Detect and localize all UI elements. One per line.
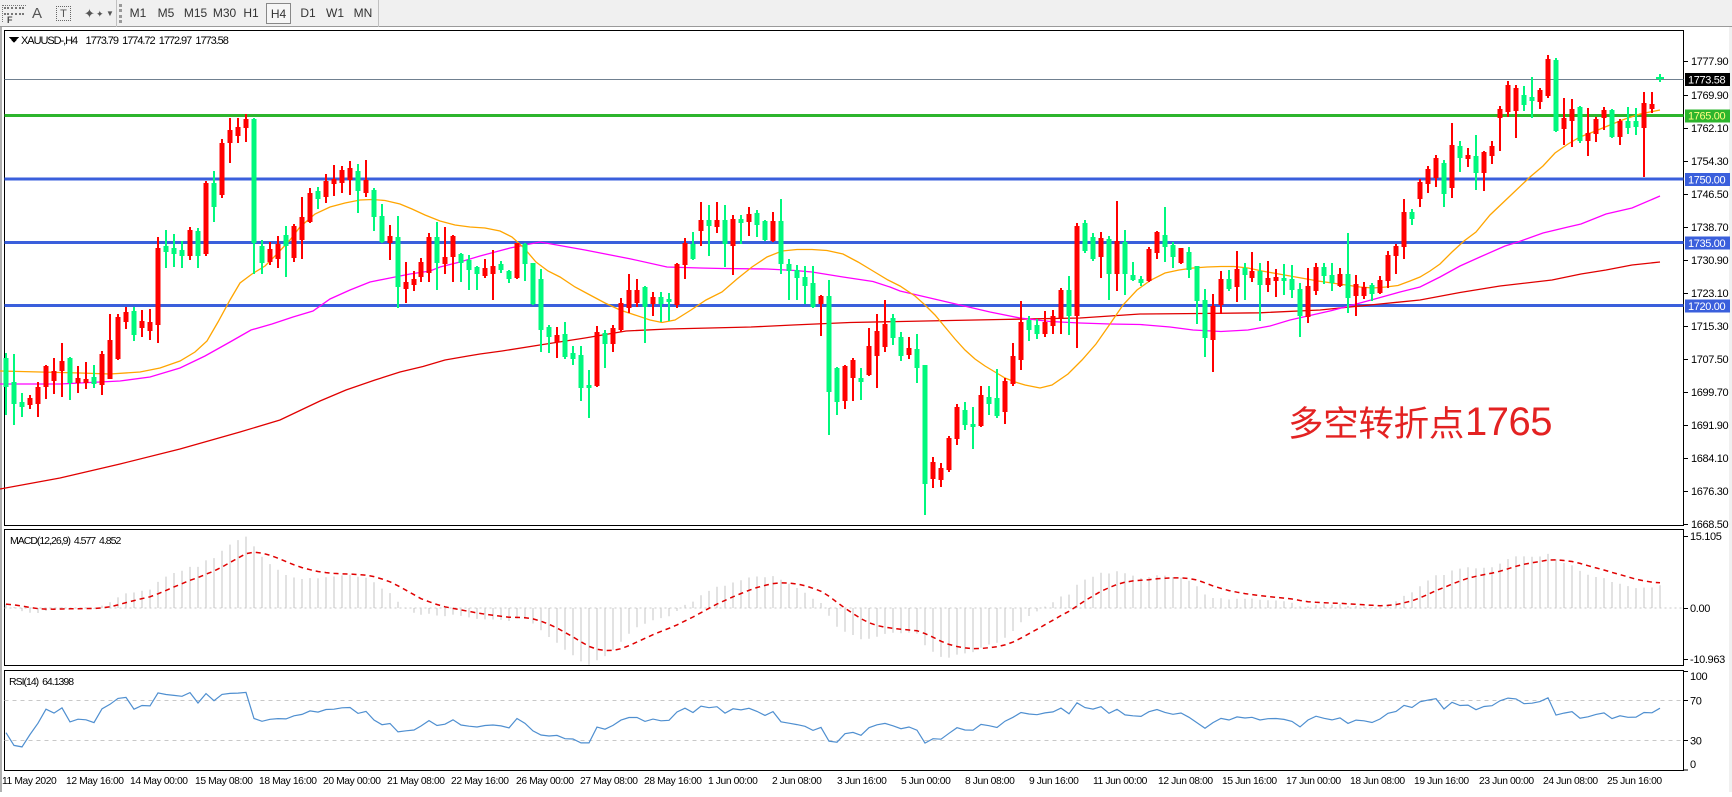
- svg-text:0: 0: [1690, 759, 1696, 771]
- svg-text:27 May 08:00: 27 May 08:00: [580, 776, 638, 787]
- svg-text:9 Jun 16:00: 9 Jun 16:00: [1029, 776, 1079, 787]
- svg-text:21 May 08:00: 21 May 08:00: [387, 776, 445, 787]
- svg-text:14 May 00:00: 14 May 00:00: [130, 776, 188, 787]
- svg-text:11 Jun 00:00: 11 Jun 00:00: [1093, 776, 1148, 787]
- svg-text:1723.10: 1723.10: [1691, 288, 1729, 300]
- svg-text:12 May 16:00: 12 May 16:00: [66, 776, 124, 787]
- svg-text:19 Jun 16:00: 19 Jun 16:00: [1414, 776, 1469, 787]
- svg-text:12 Jun 08:00: 12 Jun 08:00: [1158, 776, 1213, 787]
- svg-text:1738.70: 1738.70: [1691, 222, 1729, 234]
- svg-text:15 May 08:00: 15 May 08:00: [195, 776, 253, 787]
- svg-text:1765: 1765: [1465, 400, 1552, 444]
- svg-text:1735.00: 1735.00: [1688, 238, 1726, 250]
- svg-text:1 Jun 00:00: 1 Jun 00:00: [708, 776, 758, 787]
- svg-text:1746.50: 1746.50: [1691, 189, 1729, 201]
- svg-text:1668.50: 1668.50: [1691, 519, 1729, 531]
- svg-text:20 May 00:00: 20 May 00:00: [323, 776, 381, 787]
- svg-text:15.105: 15.105: [1690, 531, 1722, 543]
- svg-text:2 Jun 08:00: 2 Jun 08:00: [772, 776, 822, 787]
- svg-text:1777.90: 1777.90: [1691, 56, 1729, 68]
- svg-text:28 May 16:00: 28 May 16:00: [644, 776, 702, 787]
- svg-text:23 Jun 00:00: 23 Jun 00:00: [1479, 776, 1534, 787]
- svg-text:1720.00: 1720.00: [1688, 301, 1726, 313]
- svg-text:25 Jun 16:00: 25 Jun 16:00: [1607, 776, 1662, 787]
- svg-text:1730.90: 1730.90: [1691, 255, 1729, 267]
- svg-text:1684.10: 1684.10: [1691, 453, 1729, 465]
- svg-text:24 Jun 08:00: 24 Jun 08:00: [1543, 776, 1598, 787]
- svg-text:1769.90: 1769.90: [1691, 90, 1729, 102]
- svg-text:1676.30: 1676.30: [1691, 486, 1729, 498]
- svg-text:70: 70: [1690, 696, 1702, 708]
- svg-text:1765.00: 1765.00: [1688, 111, 1726, 123]
- svg-text:1750.00: 1750.00: [1688, 174, 1726, 186]
- svg-text:5 Jun 00:00: 5 Jun 00:00: [901, 776, 951, 787]
- svg-text:18 May 16:00: 18 May 16:00: [259, 776, 317, 787]
- svg-text:1691.90: 1691.90: [1691, 420, 1729, 432]
- svg-text:18 Jun 08:00: 18 Jun 08:00: [1350, 776, 1405, 787]
- svg-text:1707.50: 1707.50: [1691, 354, 1729, 366]
- svg-text:8 Jun 08:00: 8 Jun 08:00: [965, 776, 1015, 787]
- svg-text:1715.30: 1715.30: [1691, 321, 1729, 333]
- svg-text:11 May 2020: 11 May 2020: [2, 776, 57, 787]
- svg-text:1754.30: 1754.30: [1691, 156, 1729, 168]
- svg-text:XAUUSD-,H4 1773.79 1774.72 17: XAUUSD-,H4 1773.79 1774.72 1772.97 1773.…: [21, 35, 229, 47]
- svg-text:0.00: 0.00: [1690, 603, 1710, 615]
- svg-text:RSI(14) 64.1398: RSI(14) 64.1398: [9, 676, 74, 688]
- svg-text:30: 30: [1690, 736, 1702, 748]
- svg-text:22 May 16:00: 22 May 16:00: [451, 776, 509, 787]
- svg-text:26 May 00:00: 26 May 00:00: [516, 776, 574, 787]
- svg-text:MACD(12,26,9) 4.577 4.852: MACD(12,26,9) 4.577 4.852: [10, 535, 121, 547]
- svg-text:15 Jun 16:00: 15 Jun 16:00: [1222, 776, 1277, 787]
- svg-text:1773.58: 1773.58: [1688, 75, 1726, 87]
- svg-text:-10.963: -10.963: [1690, 654, 1725, 666]
- svg-text:1699.70: 1699.70: [1691, 387, 1729, 399]
- svg-text:3 Jun 16:00: 3 Jun 16:00: [837, 776, 887, 787]
- svg-text:17 Jun 00:00: 17 Jun 00:00: [1286, 776, 1341, 787]
- svg-text:1762.10: 1762.10: [1691, 123, 1729, 135]
- svg-text:100: 100: [1690, 671, 1708, 683]
